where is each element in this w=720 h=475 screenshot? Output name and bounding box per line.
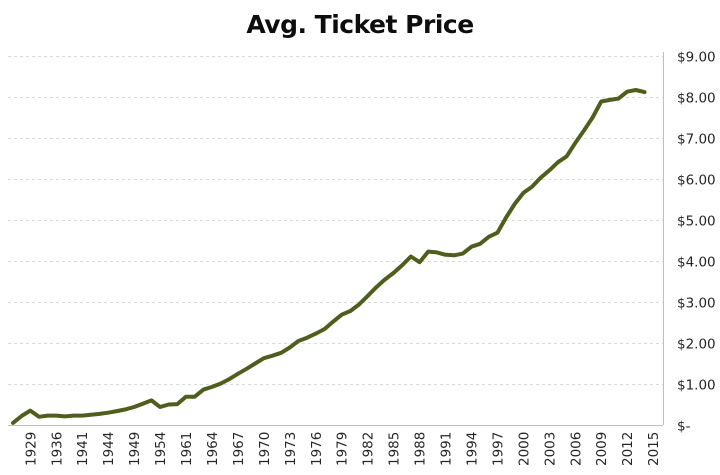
x-tick-label: 1967 (231, 432, 247, 466)
y-tick-label: $7.00 (677, 132, 716, 148)
x-tick-label: 1970 (257, 432, 273, 466)
x-tick-label: 1982 (361, 432, 377, 466)
x-tick-label: 1976 (309, 432, 325, 466)
x-axis-tick-labels: 1929 1936 1941 1944 1949 1954 1961 1964 1967 1970… (23, 432, 662, 466)
axes (8, 52, 664, 426)
x-tick-label: 2009 (594, 432, 610, 466)
x-tick-label: 2015 (646, 432, 662, 466)
y-tick-label: $6.00 (677, 173, 716, 189)
x-tick-label: 2003 (542, 432, 558, 466)
y-tick-label: $2.00 (677, 337, 716, 353)
y-tick-label: $4.00 (677, 255, 716, 271)
series-line (11, 88, 647, 425)
x-tick-label: 1929 (23, 432, 39, 466)
y-axis-tick-labels: $- $1.00 $2.00 $3.00 $4.00 $5.00 $6.00 $7.00 $8.… (677, 50, 716, 435)
x-tick-label: 1973 (283, 432, 299, 466)
gridlines (8, 56, 663, 385)
x-tick-label: 1985 (387, 432, 403, 466)
x-tick-label: 2006 (568, 432, 584, 466)
y-tick-label: $- (677, 419, 691, 435)
x-tick-label: 1941 (75, 432, 91, 466)
x-tick-label: 2012 (620, 432, 636, 466)
y-tick-label: $9.00 (677, 50, 716, 66)
x-tick-label: 1994 (464, 432, 480, 466)
x-tick-label: 1944 (101, 432, 117, 466)
x-tick-label: 1954 (153, 432, 169, 466)
x-tick-label: 1964 (205, 432, 221, 466)
y-tick-label: $3.00 (677, 296, 716, 312)
chart-title: Avg. Ticket Price (246, 10, 474, 39)
x-tick-label: 1961 (179, 432, 195, 466)
y-tick-label: $1.00 (677, 378, 716, 394)
x-tick-label: 1991 (439, 432, 455, 466)
y-tick-label: $5.00 (677, 214, 716, 230)
series-layer (11, 88, 647, 425)
x-tick-label: 1936 (49, 432, 65, 466)
x-tick-label: 1997 (490, 432, 506, 466)
x-tick-label: 1988 (413, 432, 429, 466)
x-tick-label: 1949 (127, 432, 143, 466)
y-tick-label: $8.00 (677, 91, 716, 107)
x-tick-label: 1979 (335, 432, 351, 466)
x-tick-label: 2000 (516, 432, 532, 466)
